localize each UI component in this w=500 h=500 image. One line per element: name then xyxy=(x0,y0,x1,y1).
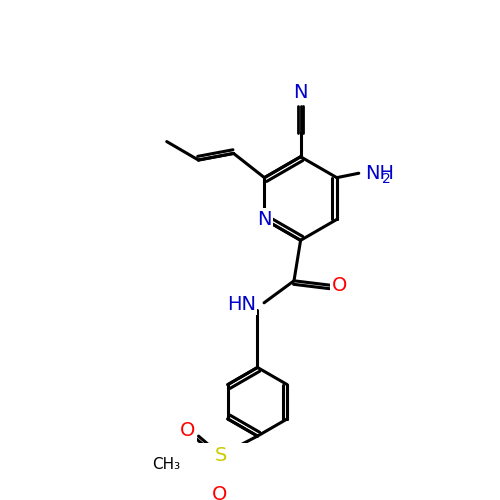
Text: O: O xyxy=(212,484,227,500)
Text: 2: 2 xyxy=(382,172,391,186)
Text: CH₃: CH₃ xyxy=(152,457,180,472)
Text: N: N xyxy=(257,210,272,229)
Text: NH: NH xyxy=(366,164,394,182)
Text: HN: HN xyxy=(227,296,256,314)
Text: O: O xyxy=(180,422,195,440)
Text: S: S xyxy=(215,446,228,466)
Text: O: O xyxy=(332,276,347,294)
Text: N: N xyxy=(294,82,308,102)
